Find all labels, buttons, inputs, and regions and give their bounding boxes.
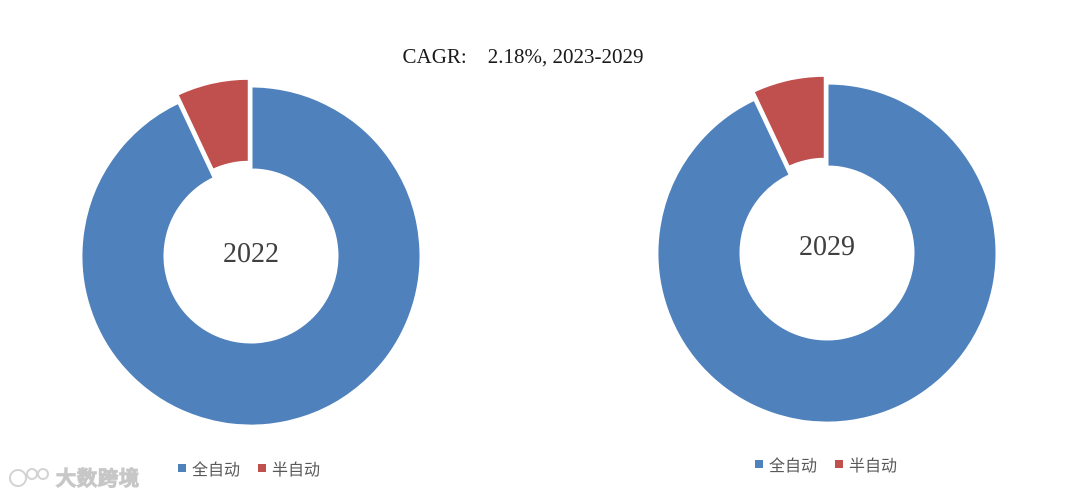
slice-full-auto-2029 — [655, 81, 999, 425]
legend-swatch-semi-auto — [835, 460, 844, 468]
legend-label-full-auto: 全自动 — [769, 456, 818, 475]
donut-chart-2029: 2029 — [655, 73, 999, 425]
watermark-text: 大数跨境 — [56, 466, 140, 491]
chart-title: CAGR: 2.18%, 2023-2029 — [402, 44, 644, 68]
legend-label-full-auto: 全自动 — [192, 460, 241, 479]
slice-full-auto-2022 — [79, 84, 423, 428]
legend-item-full-auto: 全自动 — [178, 456, 240, 480]
center-label-2022: 2022 — [223, 238, 279, 269]
slice-semi-auto-2029 — [750, 73, 827, 170]
legend-item-semi-auto: 半自动 — [835, 452, 897, 476]
legend-swatch-full-auto — [178, 464, 186, 472]
center-label-2029: 2029 — [799, 231, 855, 262]
legend-swatch-full-auto — [755, 460, 763, 468]
logo-icon — [9, 467, 49, 487]
legend-2022: 全自动 半自动 — [178, 456, 320, 480]
legend-2029: 全自动 半自动 — [755, 452, 897, 476]
watermark: 大数跨境 — [8, 462, 140, 491]
legend-label-semi-auto: 半自动 — [272, 460, 321, 479]
legend-label-semi-auto: 半自动 — [849, 456, 898, 475]
donut-chart-2022: 2022 — [79, 76, 423, 428]
slice-semi-auto-2022 — [174, 76, 251, 173]
legend-item-semi-auto: 半自动 — [258, 456, 320, 480]
legend-item-full-auto: 全自动 — [755, 452, 817, 476]
legend-swatch-semi-auto — [258, 464, 267, 472]
